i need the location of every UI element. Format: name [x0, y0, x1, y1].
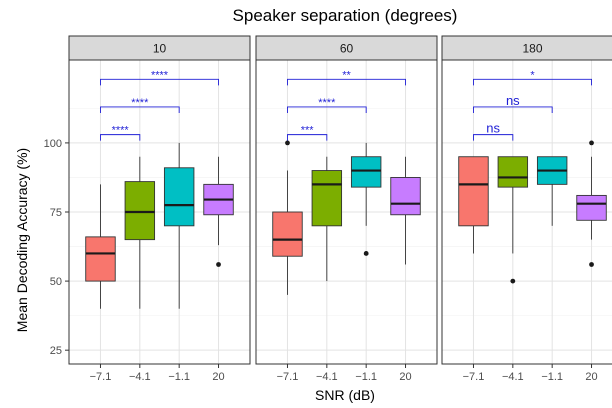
facet-strip-label: 180: [522, 42, 542, 56]
facet-strip: [255, 35, 438, 61]
panel-border: [255, 59, 438, 365]
significance-label: ****: [131, 97, 149, 109]
outlier-point: [363, 251, 369, 256]
box-−7.1: [458, 156, 489, 227]
significance-bracket: [473, 78, 592, 86]
panel-border: [68, 59, 251, 365]
x-tick-label: −1.1: [541, 371, 563, 383]
y-tick-label: 75: [50, 207, 62, 219]
significance-label: **: [342, 69, 351, 81]
box-−7.1: [272, 211, 303, 257]
significance-label: ns: [486, 121, 500, 136]
significance-bracket: [287, 106, 367, 113]
x-tick-label: −7.1: [90, 371, 112, 383]
outlier-point: [589, 262, 594, 267]
facet-strip-label: 60: [340, 42, 354, 56]
x-tick-label: 20: [585, 371, 597, 383]
y-tick-label: 25: [50, 345, 62, 357]
box-−4.1: [124, 181, 156, 241]
significance-label: ns: [506, 93, 520, 108]
box-20: [576, 194, 607, 221]
box-−7.1: [85, 236, 116, 282]
outlier-point: [216, 262, 221, 267]
significance-label: ****: [318, 97, 336, 109]
y-tick-label: 50: [50, 276, 62, 288]
box-−4.1: [497, 156, 529, 188]
significance-label: ***: [301, 125, 315, 137]
significance-bracket: [473, 106, 553, 113]
significance-label: *: [530, 69, 535, 81]
box-−1.1: [163, 167, 195, 227]
x-tick-label: −7.1: [463, 371, 485, 383]
x-tick-label: −7.1: [277, 371, 299, 383]
x-tick-label: −1.1: [168, 371, 190, 383]
significance-bracket: [473, 134, 514, 141]
box-−1.1: [350, 156, 382, 188]
significance-bracket: [100, 78, 219, 86]
significance-label: ****: [151, 69, 169, 81]
significance-label: ****: [112, 125, 130, 137]
outlier-point: [589, 140, 594, 146]
x-tick-label: 20: [212, 371, 224, 383]
significance-bracket: [287, 134, 328, 141]
outlier-point: [285, 140, 290, 146]
box-−4.1: [311, 170, 343, 227]
y-tick-label: 100: [44, 138, 62, 150]
panel-border: [441, 59, 612, 365]
significance-bracket: [100, 106, 180, 113]
facet-strip: [441, 35, 612, 61]
box-20: [390, 177, 421, 216]
x-tick-label: −1.1: [355, 371, 377, 383]
facet-strip-label: 10: [153, 42, 167, 56]
x-axis-title: SNR (dB): [315, 387, 375, 403]
x-tick-label: −4.1: [129, 371, 151, 383]
chart-title: Speaker separation (degrees): [233, 6, 458, 25]
facet-panel-60: 60*********−7.1 −4.1 −1.1 20: [255, 35, 438, 383]
significance-bracket: [287, 78, 406, 86]
facet-strip: [68, 35, 251, 61]
facet-panel-10: 10 **** **** **** −7.1 −4.1 −1.1 20: [68, 35, 251, 383]
y-axis-title: Mean Decoding Accuracy (%): [14, 148, 30, 332]
x-tick-label: −4.1: [502, 371, 524, 383]
x-tick-label: −4.1: [316, 371, 338, 383]
outlier-point: [510, 278, 516, 284]
x-tick-label: 20: [399, 371, 411, 383]
significance-bracket: [100, 134, 141, 141]
